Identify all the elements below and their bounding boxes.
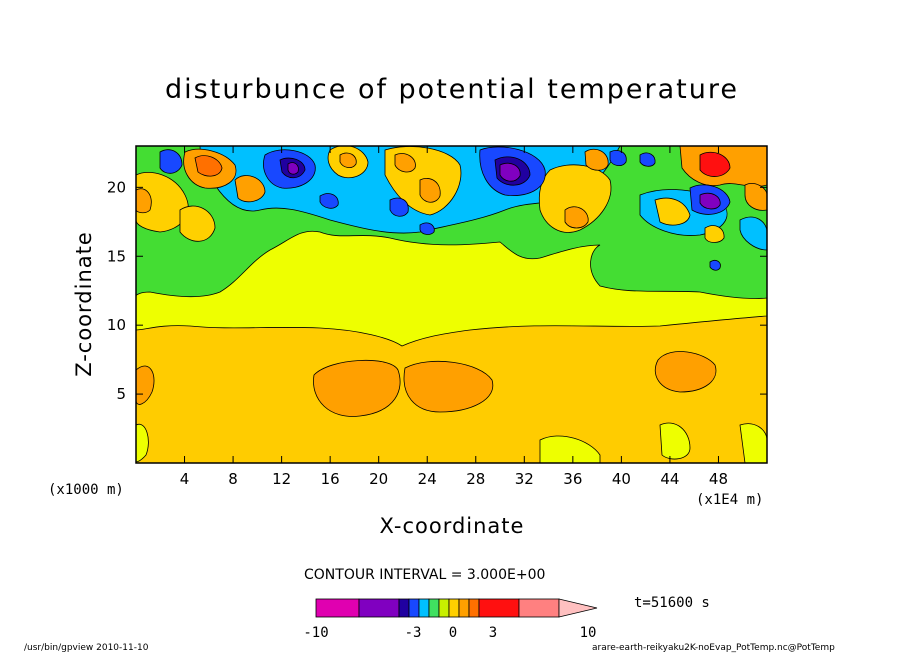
x-tick-label: 12 <box>272 470 291 488</box>
colorbar-swatch <box>448 598 460 618</box>
x-tick-label: 24 <box>418 470 437 488</box>
blob-orange-2 <box>403 360 494 413</box>
x-tick-label: 28 <box>466 470 485 488</box>
colorbar-swatch <box>428 598 440 618</box>
colorbar-swatch <box>518 598 560 618</box>
y-tick-label: 10 <box>107 316 126 334</box>
x-tick-label: 48 <box>709 470 728 488</box>
colorbar-swatch <box>358 598 400 618</box>
x-tick-label: 32 <box>515 470 534 488</box>
colorbar-arrow <box>558 598 598 618</box>
blob-orange-1 <box>313 359 401 417</box>
trough-purple <box>499 162 521 182</box>
colorbar-tick-label: 10 <box>580 625 597 641</box>
footer-right: arare-earth-reikyaku2K-noEvap_PotTemp.nc… <box>592 643 835 653</box>
x-tick-label: 4 <box>180 470 190 488</box>
x-unit-left: (x1000 m) <box>48 482 124 498</box>
x-tick-label: 20 <box>369 470 388 488</box>
colorbar: -10 -3 0 3 10 <box>303 598 598 641</box>
x-tick-label: 44 <box>660 470 679 488</box>
time-label: t=51600 s <box>634 595 710 611</box>
y-tick-label: 20 <box>107 178 126 196</box>
plot-frame <box>135 145 768 464</box>
peak-red <box>699 151 731 177</box>
x-unit-right: (x1E4 m) <box>696 492 764 508</box>
colorbar-swatch <box>478 598 520 618</box>
x-ticks: 4 8 12 16 20 24 28 32 36 40 44 48 <box>180 146 728 488</box>
x-tick-label: 36 <box>563 470 582 488</box>
x-tick-label: 40 <box>612 470 631 488</box>
colorbar-tick-label: -10 <box>303 625 328 641</box>
blob-orange-3 <box>136 365 155 405</box>
colorbar-tick-label: 0 <box>449 625 457 641</box>
colorbar-swatch <box>438 598 450 618</box>
y-tick-label: 5 <box>116 385 126 403</box>
y-tick-label: 15 <box>107 247 126 265</box>
y-axis-label: Z-coordinate <box>72 231 96 377</box>
y-ticks: 5 10 15 20 <box>107 178 767 403</box>
colorbar-swatch <box>398 598 410 618</box>
colorbar-swatch <box>315 598 360 618</box>
colorbar-swatch <box>418 598 430 618</box>
contour-interval: CONTOUR INTERVAL = 3.000E+00 <box>304 567 546 583</box>
x-tick-label: 16 <box>321 470 340 488</box>
colorbar-swatch <box>468 598 480 618</box>
footer-left: /usr/bin/gpview 2010-11-10 <box>24 643 149 653</box>
x-tick-label: 8 <box>228 470 238 488</box>
chart-title: disturbunce of potential temperature <box>165 74 739 105</box>
colorbar-tick-label: -3 <box>405 625 422 641</box>
colorbar-swatch <box>408 598 420 618</box>
blob-orange-4 <box>654 351 717 393</box>
colorbar-swatch <box>458 598 470 618</box>
contour-field <box>136 146 767 463</box>
colorbar-tick-label: 3 <box>489 625 497 641</box>
x-axis-label: X-coordinate <box>379 514 525 538</box>
